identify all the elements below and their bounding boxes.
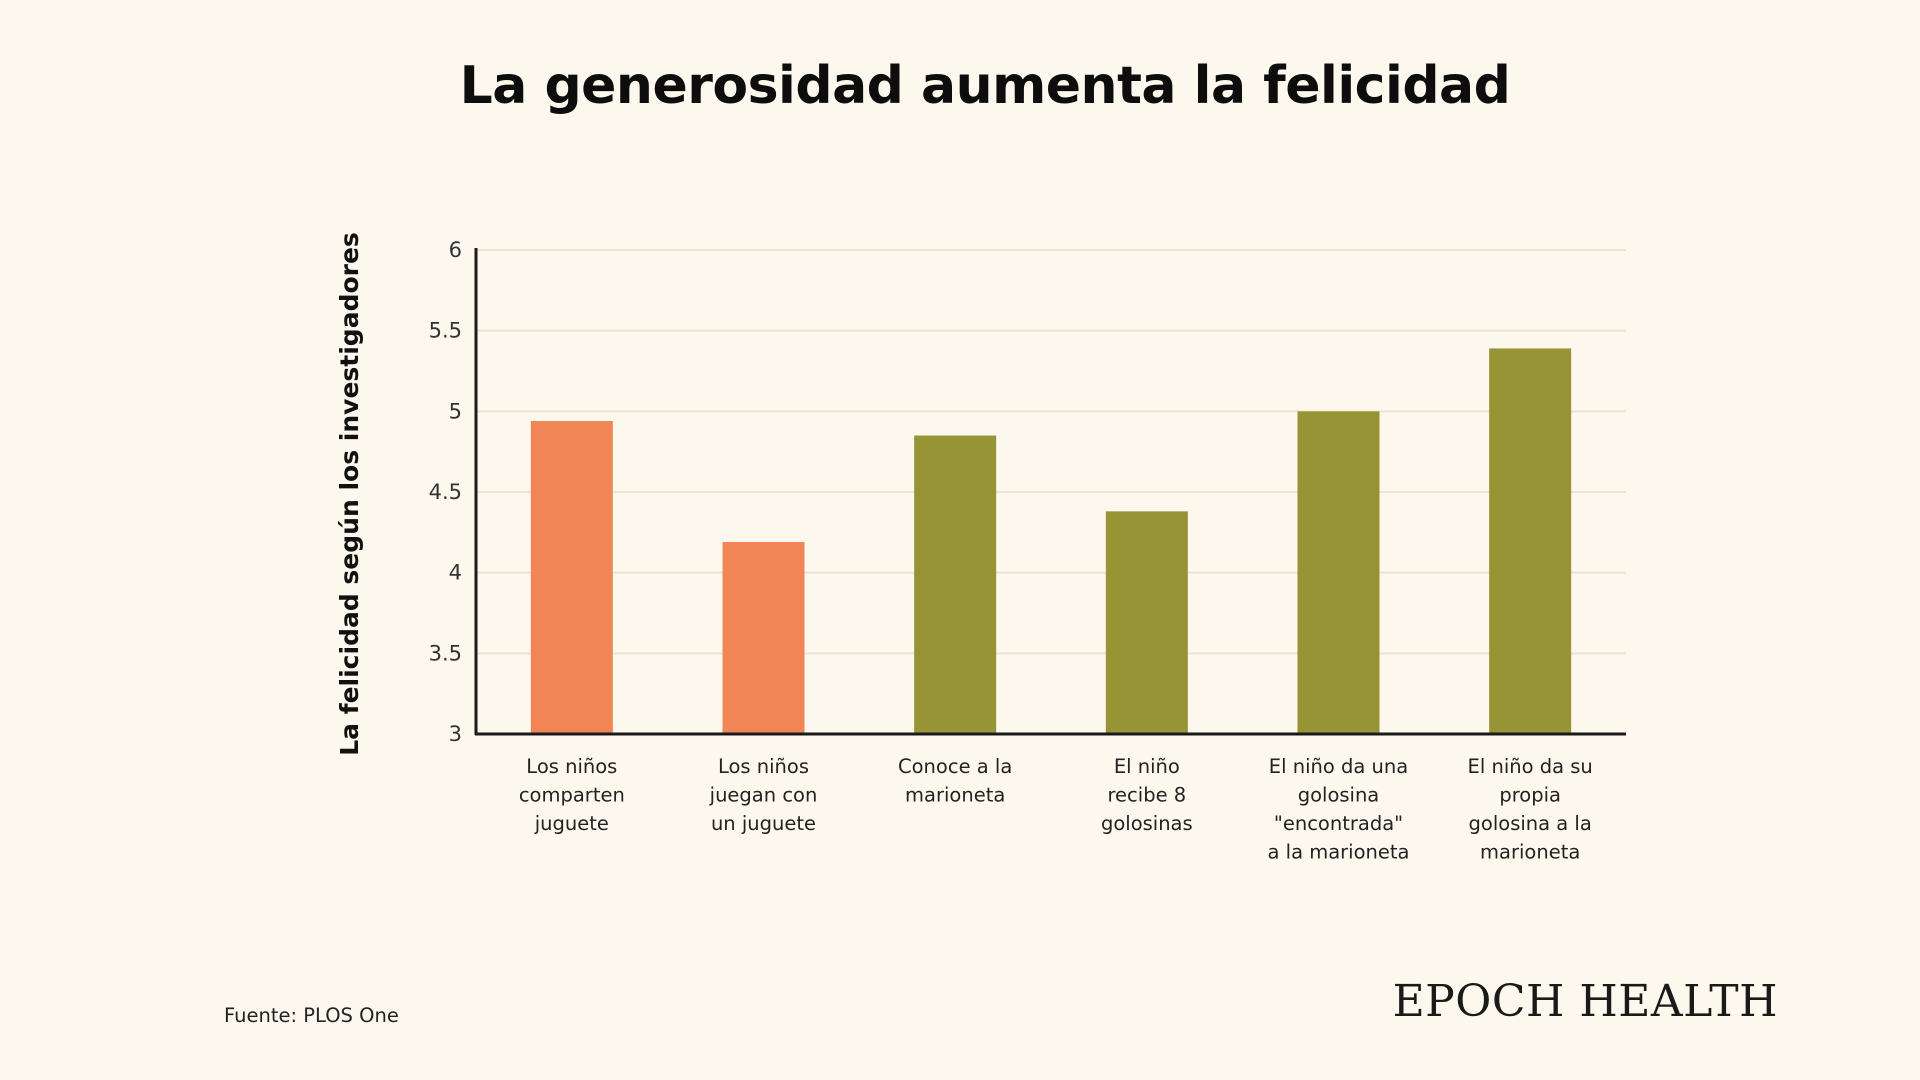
- axes: [474, 248, 1626, 736]
- y-tick-label: 6: [449, 238, 462, 262]
- y-tick-label: 4: [449, 561, 462, 585]
- x-tick-label-line: Los niños: [526, 755, 617, 778]
- bar: [914, 435, 997, 734]
- x-tick-label: El niño da una golosina "encontrada" a la m…: [1268, 755, 1410, 864]
- y-tick-label: 3: [449, 722, 462, 746]
- x-tick-label: El niño recibe 8 golosinas: [1101, 755, 1193, 835]
- brand-logo: EPOCH HEALTH: [1392, 976, 1778, 1027]
- x-tick-label-line: El niño da su: [1468, 755, 1593, 778]
- x-tick-label-line: golosina a la: [1469, 812, 1592, 835]
- x-tick-label-line: golosinas: [1101, 812, 1193, 835]
- x-tick-labels: Los niños comparten juguete Los niños juegan…: [519, 755, 1593, 864]
- source-note: Fuente: PLOS One: [224, 1004, 399, 1027]
- gridlines: [476, 249, 1626, 655]
- x-tick-label-line: juegan con: [709, 784, 818, 807]
- x-tick-label: El niño da su propia golosina a la marionet…: [1468, 755, 1593, 864]
- y-axis-label: La felicidad según los investigadores: [335, 232, 364, 756]
- bars: [530, 348, 1572, 734]
- bar: [722, 542, 805, 734]
- y-tick-label: 5.5: [429, 319, 462, 343]
- bar: [1297, 411, 1380, 734]
- x-tick-label-line: a la marioneta: [1268, 841, 1410, 864]
- bar: [530, 421, 613, 734]
- x-tick-label-line: propia: [1499, 784, 1561, 807]
- x-tick-label: Los niños comparten juguete: [519, 755, 625, 835]
- x-tick-label-line: marioneta: [905, 784, 1005, 807]
- x-tick-label-line: El niño da una: [1269, 755, 1408, 778]
- x-tick-label-line: golosina: [1298, 784, 1380, 807]
- x-tick-label-line: Conoce a la: [898, 755, 1012, 778]
- chart-title: La generosidad aumenta la felicidad: [459, 56, 1511, 116]
- x-tick-label-line: marioneta: [1480, 841, 1580, 864]
- x-tick-label-line: El niño: [1114, 755, 1180, 778]
- x-tick-label-line: recibe 8: [1107, 784, 1186, 807]
- x-tick-label-line: Los niños: [718, 755, 809, 778]
- x-tick-label-line: juguete: [534, 812, 609, 835]
- x-tick-label: Los niños juegan con un juguete: [709, 755, 818, 835]
- x-tick-label-line: "encontrada": [1274, 812, 1403, 835]
- bar: [1105, 511, 1188, 734]
- bar: [1489, 348, 1572, 734]
- y-tick-label: 3.5: [429, 641, 462, 665]
- x-tick-label-line: comparten: [519, 784, 625, 807]
- y-tick-label: 4.5: [429, 480, 462, 504]
- x-tick-label: Conoce a la marioneta: [898, 755, 1012, 807]
- x-tick-label-line: un juguete: [711, 812, 816, 835]
- y-tick-labels: 3 3.5 4 4.5 5 5.5 6: [429, 238, 462, 746]
- y-tick-label: 5: [449, 399, 462, 423]
